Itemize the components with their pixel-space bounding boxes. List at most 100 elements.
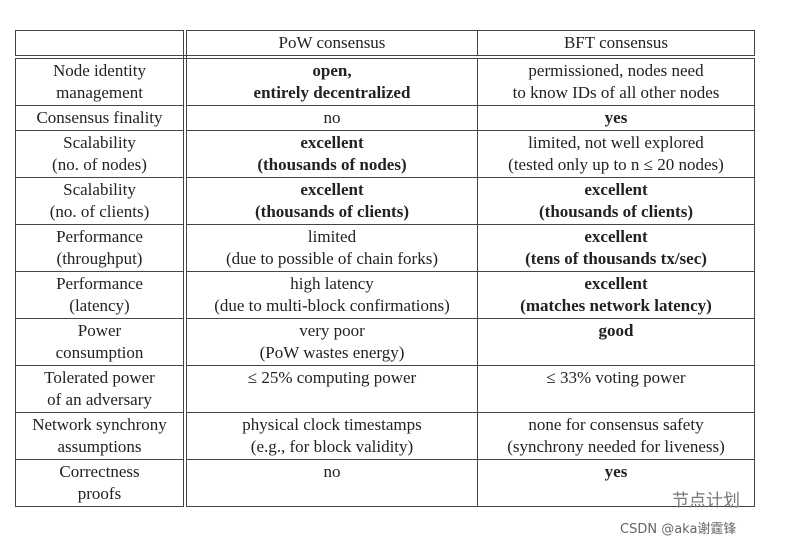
pow-cell: excellent (thousands of clients) — [184, 177, 478, 225]
pow-cell: excellent (thousands of nodes) — [184, 130, 478, 178]
label-line: (throughput) — [56, 249, 143, 268]
label-line: (no. of nodes) — [52, 155, 147, 174]
row-label: Tolerated power of an adversary — [15, 365, 187, 413]
table-row: Tolerated power of an adversary ≤ 25% comp… — [15, 365, 755, 413]
cell-line: open, — [312, 61, 352, 80]
cell-line: high latency — [290, 274, 374, 293]
bft-cell: good — [477, 318, 755, 366]
table-row: Correctness proofs no yes — [15, 459, 755, 507]
cell-line: permissioned, nodes need — [528, 61, 704, 80]
label-line: consumption — [55, 343, 144, 362]
label-line: of an adversary — [47, 390, 152, 409]
pow-cell: ≤ 25% computing power — [184, 365, 478, 413]
cell-line: (tested only up to n ≤ 20 nodes) — [508, 155, 724, 174]
label-line: (latency) — [69, 296, 130, 315]
cell-line: (due to multi-block confirmations) — [214, 296, 450, 315]
cell-line: excellent — [300, 180, 364, 199]
table-row: Consensus finality no yes — [15, 105, 755, 131]
cell-line: ≤ 25% computing power — [247, 368, 417, 387]
cell-line: physical clock timestamps — [242, 415, 422, 434]
cell-line: (thousands of nodes) — [257, 155, 407, 174]
cell-line: (e.g., for block validity) — [250, 437, 414, 456]
table-row: Performance (throughput) limited (due to po… — [15, 224, 755, 272]
watermark-channel: 节点计划 — [672, 491, 740, 511]
label-line: Scalability — [63, 180, 136, 199]
pow-cell: no — [184, 105, 478, 131]
cell-line: yes — [604, 108, 628, 127]
spacer — [189, 483, 475, 505]
cell-line: good — [598, 321, 634, 340]
row-label: Performance (latency) — [15, 271, 187, 319]
label-line: Node identity — [52, 61, 146, 80]
cell-line: none for consensus safety — [528, 415, 704, 434]
label-line: Network synchrony — [32, 415, 167, 434]
row-label: Scalability (no. of clients) — [15, 177, 187, 225]
table-row: Scalability (no. of clients) excellent (tho… — [15, 177, 755, 225]
cell-line: yes — [604, 462, 628, 481]
header-cell — [15, 30, 187, 59]
table-row: Power consumption very poor (PoW wastes ene… — [15, 318, 755, 366]
pow-cell: physical clock timestamps (e.g., for bloc… — [184, 412, 478, 460]
cell-line: excellent — [584, 274, 648, 293]
cell-line: (PoW wastes energy) — [259, 343, 405, 362]
bft-cell: yes — [477, 459, 755, 507]
table-row: Scalability (no. of nodes) excellent (thous… — [15, 130, 755, 178]
row-label: Correctness proofs — [15, 459, 187, 507]
watermark-credit: CSDN @aka谢霆锋 — [620, 522, 737, 537]
cell-line: no — [323, 462, 341, 481]
label-line: Performance — [56, 274, 143, 293]
label-line: Scalability — [63, 133, 136, 152]
cell-line: entirely decentralized — [253, 83, 411, 102]
row-label: Power consumption — [15, 318, 187, 366]
label-line: Performance — [56, 227, 143, 246]
bft-cell: limited, not well explored (tested only u… — [477, 130, 755, 178]
label-line: Correctness — [59, 462, 140, 481]
label-line: Power — [77, 321, 122, 340]
pow-cell: very poor (PoW wastes energy) — [184, 318, 478, 366]
header-cell: PoW consensus — [184, 30, 478, 59]
table-row: Network synchrony assumptions physical clo… — [15, 412, 755, 460]
cell-line: (due to possible of chain forks) — [226, 249, 438, 268]
cell-line: (tens of thousands tx/sec) — [525, 249, 707, 268]
bft-cell: excellent (matches network latency) — [477, 271, 755, 319]
cell-line: excellent — [584, 180, 648, 199]
cell-line: no — [323, 108, 341, 127]
label-line: Tolerated power — [44, 368, 155, 387]
row-label: Network synchrony assumptions — [15, 412, 187, 460]
table-row: Performance (latency) high latency (due to … — [15, 271, 755, 319]
row-label: Performance (throughput) — [15, 224, 187, 272]
table-body: PoW consensus BFT consensus Node identity m… — [15, 30, 755, 507]
cell-line: (matches network latency) — [520, 296, 712, 315]
comparison-table: PoW consensus BFT consensus Node identity m… — [15, 30, 755, 507]
header-row: PoW consensus BFT consensus — [15, 30, 755, 59]
cell-line: (thousands of clients) — [255, 202, 409, 221]
row-label: Node identity management — [15, 56, 187, 106]
spacer — [189, 389, 475, 411]
header-cell: BFT consensus — [477, 30, 755, 59]
bft-cell: excellent (thousands of clients) — [477, 177, 755, 225]
cell-line: excellent — [300, 133, 364, 152]
cell-line: (synchrony needed for liveness) — [507, 437, 725, 456]
pow-cell: limited (due to possible of chain forks) — [184, 224, 478, 272]
cell-line: very poor — [299, 321, 365, 340]
bft-cell: yes — [477, 105, 755, 131]
cell-line: to know IDs of all other nodes — [512, 83, 720, 102]
spacer — [480, 342, 752, 364]
label-line: proofs — [77, 484, 122, 503]
row-label: Consensus finality — [15, 105, 187, 131]
pow-cell: no — [184, 459, 478, 507]
label-line: Consensus finality — [36, 108, 163, 127]
spacer — [480, 389, 752, 411]
cell-line: limited — [307, 227, 357, 246]
bft-cell: ≤ 33% voting power — [477, 365, 755, 413]
label-line: (no. of clients) — [49, 202, 150, 221]
table-row: Node identity management open, entirely dec… — [15, 56, 755, 106]
bft-cell: none for consensus safety (synchrony need… — [477, 412, 755, 460]
pow-cell: high latency (due to multi-block confirma… — [184, 271, 478, 319]
row-label: Scalability (no. of nodes) — [15, 130, 187, 178]
label-line: assumptions — [57, 437, 142, 456]
bft-cell: excellent (tens of thousands tx/sec) — [477, 224, 755, 272]
label-line: management — [56, 83, 143, 102]
cell-line: excellent — [584, 227, 648, 246]
bft-cell: permissioned, nodes need to know IDs of a… — [477, 56, 755, 106]
